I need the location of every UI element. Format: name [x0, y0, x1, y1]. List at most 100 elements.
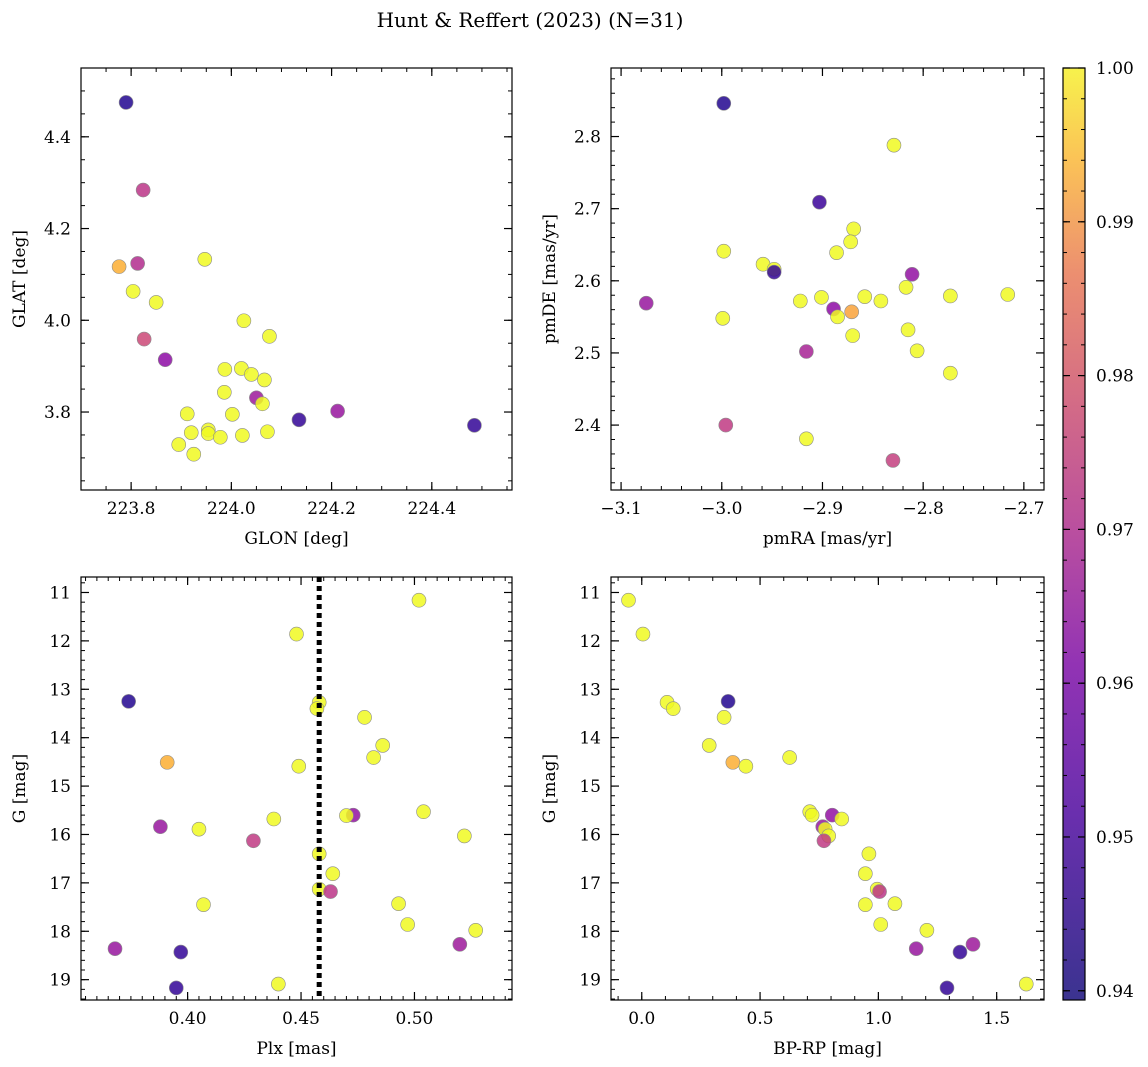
axes-frame [80, 67, 513, 491]
scatter-point [257, 372, 272, 388]
scatter-point [716, 710, 732, 725]
scatter-point [262, 329, 277, 344]
scatter-point [846, 221, 861, 237]
scatter-point [861, 846, 877, 862]
y-tick-label: 12 [579, 632, 601, 652]
scatter-point [943, 288, 958, 304]
scatter-point [168, 980, 184, 996]
scatter-point [289, 626, 304, 642]
x-tick-label: 1.0 [865, 1009, 892, 1029]
scatter-point [416, 804, 431, 820]
scatter-point [919, 923, 935, 938]
scatter-point [191, 821, 207, 837]
scatter-point [125, 284, 141, 299]
scatter-point [330, 403, 345, 419]
y-tick-label: 19 [49, 971, 71, 991]
scatter-point [793, 293, 808, 309]
y-tick-label: 15 [579, 777, 601, 797]
scatter-point [638, 295, 654, 311]
x-tick-label: −2.7 [1003, 499, 1044, 519]
scatter-point [217, 362, 233, 377]
scatter-point [153, 819, 168, 835]
x-tick-label: 0.50 [396, 1009, 434, 1029]
scatter-point [171, 437, 187, 452]
y-tick-label: 4.4 [44, 128, 71, 148]
x-tick-label: 224.0 [207, 499, 256, 519]
scatter-point [467, 418, 482, 433]
scatter-point [244, 367, 259, 382]
scatter-point [197, 251, 213, 267]
scatter-point [720, 694, 736, 709]
scatter-point [1000, 287, 1016, 302]
y-tick-label: 2.6 [574, 272, 601, 292]
scatter-point [939, 980, 955, 996]
scatter-point [738, 758, 754, 774]
scatter-point [816, 833, 832, 849]
scatter-point [909, 343, 925, 359]
y-tick-label: 17 [579, 874, 601, 894]
scatter-point [173, 944, 189, 960]
scatter-point [357, 710, 372, 725]
scatter-point [179, 406, 195, 422]
scatter-point [804, 807, 820, 823]
axes-frame [610, 67, 1045, 491]
scatter-point [716, 243, 732, 259]
y-tick-label: 2.5 [574, 344, 601, 364]
colorbar-tick-label: 1.00 [1096, 59, 1134, 79]
y-tick-label: 15 [49, 777, 71, 797]
scatter-point [908, 941, 924, 956]
scatter-point [829, 245, 844, 260]
y-tick-label: 12 [49, 632, 71, 652]
scatter-point [665, 701, 681, 716]
scatter-point [904, 267, 920, 282]
scatter-point [400, 917, 415, 932]
scatter-point [834, 811, 849, 827]
scatter-point [186, 446, 202, 462]
y-axis-label: pmDE [mas/yr] [540, 214, 560, 344]
scatter-point [766, 264, 782, 280]
scatter-point [858, 897, 873, 912]
y-tick-label: 2.4 [574, 416, 601, 436]
scatter-point [366, 750, 381, 765]
scatter-point [159, 755, 175, 770]
scatter-point [885, 453, 901, 468]
scatter-point [136, 331, 152, 347]
y-tick-label: 14 [579, 729, 601, 749]
y-tick-label: 17 [49, 874, 71, 894]
scatter-point [457, 828, 472, 844]
x-tick-label: −3.1 [600, 499, 641, 519]
scatter-point [468, 923, 484, 938]
panel-sky-position: 223.8 224.0 224.2 224.4 3.8 4.0 4.2 4.4 GLON [de… [10, 67, 513, 549]
scatter-point [121, 694, 136, 709]
x-tick-label: 0.40 [169, 1009, 207, 1029]
figure-title: Hunt & Reffert (2023) (N=31) [377, 8, 684, 32]
y-tick-label: 4.0 [44, 311, 71, 331]
y-axis-label: G [mag] [10, 754, 30, 823]
scatter-point [107, 941, 123, 956]
axes-frame [80, 576, 513, 1001]
scatter-point [266, 811, 282, 827]
scatter-point [225, 407, 240, 422]
scatter-point [291, 412, 307, 428]
y-tick-label: 16 [49, 825, 71, 845]
scatter-point [886, 137, 902, 153]
y-axis-label: G [mag] [540, 754, 560, 823]
x-tick-label: 0.45 [282, 1009, 320, 1029]
scatter-point [339, 808, 354, 823]
scatter-point [271, 976, 286, 992]
y-tick-label: 19 [579, 971, 601, 991]
scatter-point [291, 758, 307, 774]
panel-proper-motion: −3.1 −3.0 −2.9 −2.8 −2.7 2.4 2.5 2.6 2.7 2.8 pmRA … [540, 67, 1045, 549]
scatter-point [725, 755, 741, 770]
scatter-point [830, 309, 845, 325]
y-tick-label: 13 [579, 680, 601, 700]
scatter-point [236, 313, 252, 329]
x-axis-label: BP-RP [mag] [773, 1039, 882, 1059]
scatter-point [873, 293, 889, 309]
scatter-point [130, 256, 145, 271]
scatter-point [799, 431, 814, 447]
x-tick-label: 224.2 [307, 499, 356, 519]
panel-parallax-magnitude: 0.40 0.45 0.50 11 12 13 14 15 16 17 18 19 Plx [mas] G… [10, 576, 513, 1059]
y-tick-label: 2.8 [574, 128, 601, 148]
